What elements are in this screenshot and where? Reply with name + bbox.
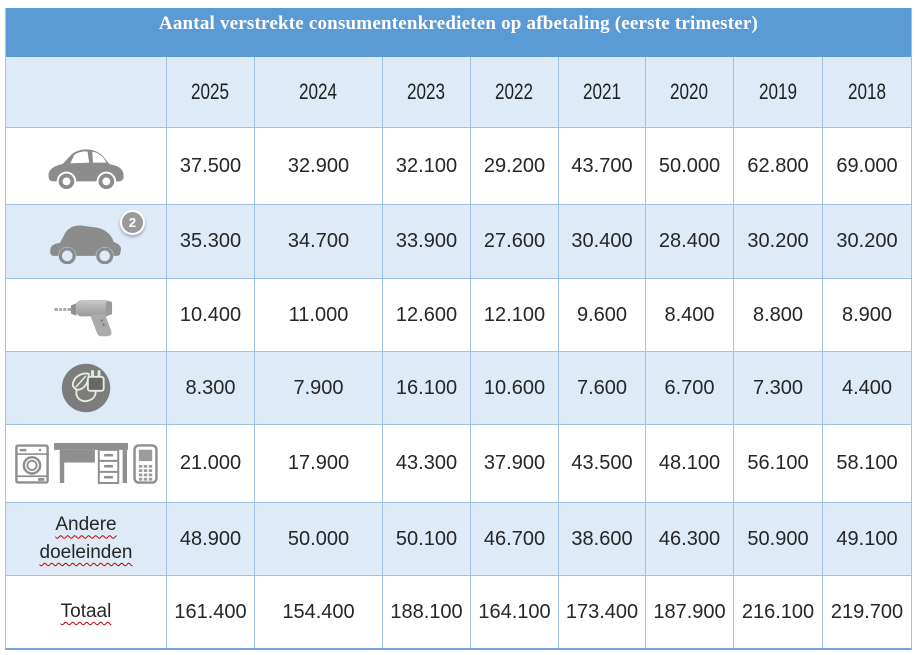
value-cell: 28.400: [646, 205, 734, 278]
value-cell: 62.800: [734, 128, 823, 204]
row-label-cell: [6, 279, 167, 351]
row-label-cell: Andere doeleinden: [6, 503, 167, 575]
value-cell: 48.900: [167, 503, 255, 575]
value-cell: 7.900: [255, 352, 383, 424]
used-car-icon: 2: [45, 209, 145, 264]
table-title: Aantal verstrekte consumentenkredieten o…: [158, 13, 759, 34]
value-cell: 35.300: [167, 205, 255, 278]
table-row-appliances-furniture: 21.000 17.900 43.300 37.900 43.500 48.10…: [6, 425, 911, 503]
value-cell: 38.600: [559, 503, 646, 575]
value-cell: 6.700: [646, 352, 734, 424]
year-header: 2021: [559, 57, 646, 127]
value-cell: 32.900: [255, 128, 383, 204]
value-cell: 30.200: [836, 230, 898, 252]
value-cell: 48.100: [646, 425, 734, 502]
value-cell: 50.100: [383, 503, 471, 575]
year-header: 2020: [646, 57, 734, 127]
value-cell: 43.300: [383, 425, 471, 502]
drill-icon: [53, 291, 119, 339]
desk-icon: [53, 441, 128, 486]
value-cell: 33.900: [383, 205, 471, 278]
value-cell: 30.200: [734, 205, 823, 278]
value-cell: 11.000: [255, 279, 383, 351]
row-label: Andere doeleinden: [39, 514, 133, 563]
value-cell: 46.700: [471, 503, 559, 575]
value-cell: 30.400: [559, 205, 646, 278]
value-cell: 12.100: [471, 279, 559, 351]
row-label-cell: [6, 352, 167, 424]
value-cell: 8.800: [734, 279, 823, 351]
value-cell: 4.400: [841, 376, 893, 399]
value-cell: 164.100: [471, 576, 559, 648]
new-car-icon: [43, 144, 129, 189]
value-cell: 50.900: [734, 503, 823, 575]
row-label-cell: Totaal: [6, 576, 167, 648]
row-label: Totaal: [60, 601, 112, 623]
value-cell: 173.400: [559, 576, 646, 648]
value-cell: 216.100: [734, 576, 823, 648]
row-label-cell: [6, 425, 167, 502]
value-cell: 161.400: [167, 576, 255, 648]
value-cell: 154.400: [255, 576, 383, 648]
value-cell: 10.600: [471, 352, 559, 424]
used-car-badge: 2: [120, 209, 145, 235]
value-cell: 219.700: [830, 600, 904, 623]
value-cell: 37.900: [471, 425, 559, 502]
year-header: 2022: [471, 57, 559, 127]
value-cell: 188.100: [383, 576, 471, 648]
value-cell: 43.700: [559, 128, 646, 204]
year-header: 2023: [383, 57, 471, 127]
value-cell: 16.100: [383, 352, 471, 424]
value-cell: 50.000: [255, 503, 383, 575]
table-row-used-car: 2 35.300 34.700 33.900 27.600 30.400 28.…: [6, 205, 911, 279]
value-cell: 10.400: [167, 279, 255, 351]
value-cell: 27.600: [471, 205, 559, 278]
row-label-cell: 2: [6, 205, 167, 278]
value-cell: 56.100: [734, 425, 823, 502]
value-cell: 8.400: [646, 279, 734, 351]
green-energy-plug-icon: [59, 361, 113, 415]
table-title-bar: Aantal verstrekte consumentenkredieten o…: [6, 8, 911, 57]
corner-cell: [6, 57, 167, 127]
value-cell: 32.100: [383, 128, 471, 204]
value-cell: 187.900: [646, 576, 734, 648]
value-cell: 46.300: [646, 503, 734, 575]
value-cell: 7.300: [734, 352, 823, 424]
year-header: 2018: [847, 79, 887, 104]
value-cell: 43.500: [559, 425, 646, 502]
value-cell: 8.900: [841, 303, 893, 326]
table-row-new-car: 37.500 32.900 32.100 29.200 43.700 50.00…: [6, 128, 911, 205]
value-cell: 17.900: [255, 425, 383, 502]
year-header: 2025: [167, 57, 255, 127]
year-header: 2019: [734, 57, 823, 127]
washing-machine-icon: [14, 443, 49, 484]
table-row-renovation: 10.400 11.000 12.600 12.100 9.600 8.400 …: [6, 279, 911, 352]
table-row-green-energy: 8.300 7.900 16.100 10.600 7.600 6.700 7.…: [6, 352, 911, 425]
value-cell: 8.300: [167, 352, 255, 424]
value-cell: 50.000: [646, 128, 734, 204]
value-cell: 7.600: [559, 352, 646, 424]
table-row-other-purposes: Andere doeleinden 48.900 50.000 50.100 4…: [6, 503, 911, 576]
value-cell: 34.700: [255, 205, 383, 278]
value-cell: 29.200: [471, 128, 559, 204]
value-cell: 21.000: [167, 425, 255, 502]
value-cell: 58.100: [836, 452, 898, 474]
value-cell: 69.000: [836, 154, 898, 177]
year-header-row: 2025 2024 2023 2022 2021 2020 2019 2018: [6, 57, 911, 128]
row-label-cell: [6, 128, 167, 204]
table-row-total: Totaal 161.400 154.400 188.100 164.100 1…: [6, 576, 911, 648]
value-cell: 37.500: [167, 128, 255, 204]
credit-table: Aantal verstrekte consumentenkredieten o…: [5, 8, 912, 650]
year-header: 2024: [255, 57, 383, 127]
mobile-phone-icon: [132, 443, 158, 484]
value-cell: 12.600: [383, 279, 471, 351]
value-cell: 49.100: [836, 527, 898, 550]
value-cell: 9.600: [559, 279, 646, 351]
